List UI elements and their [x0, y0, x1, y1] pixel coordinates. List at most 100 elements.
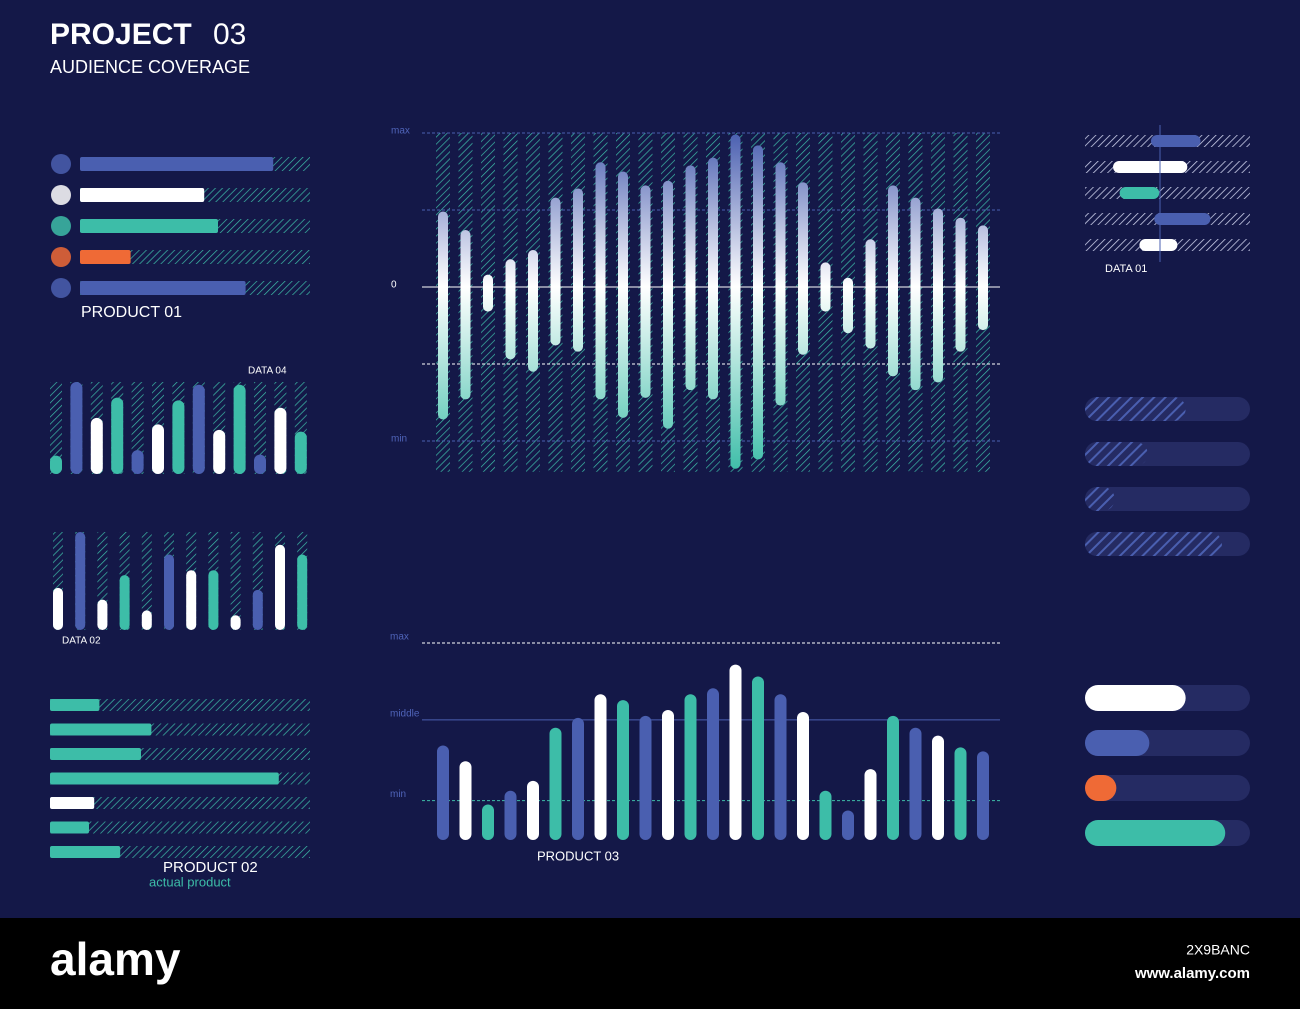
bar — [752, 676, 764, 840]
bar-track — [53, 532, 63, 630]
bar-icon — [51, 216, 71, 236]
bar — [252, 589, 263, 630]
bar — [119, 575, 130, 630]
footer-url: www.alamy.com — [1134, 965, 1250, 982]
bar — [933, 208, 943, 383]
bar — [254, 454, 266, 474]
bar — [90, 417, 103, 474]
bar — [233, 384, 246, 474]
bar — [213, 429, 226, 474]
bar — [954, 747, 967, 840]
bar — [662, 709, 674, 840]
bar — [639, 715, 652, 840]
bar-icon — [51, 185, 71, 205]
footer-id: 2X9BANC — [1186, 942, 1250, 958]
bar — [820, 262, 831, 312]
bar — [50, 846, 121, 858]
bar — [955, 217, 966, 352]
bar — [572, 717, 584, 840]
bar — [684, 694, 697, 840]
bar — [80, 250, 131, 264]
bar — [550, 197, 561, 346]
bar-icon — [51, 247, 71, 267]
bar-icon — [51, 154, 71, 174]
chart-title: DATA 02 — [62, 636, 101, 647]
bar — [1139, 239, 1178, 251]
bar — [80, 219, 218, 233]
bar-track — [252, 532, 263, 630]
bar — [730, 134, 741, 469]
bar-track — [141, 532, 152, 630]
bar — [909, 727, 922, 840]
chart-title: PRODUCT 02 — [163, 859, 258, 876]
y-tick-label: max — [391, 126, 410, 137]
bar — [186, 570, 197, 630]
bar — [549, 727, 562, 840]
bar — [527, 780, 539, 840]
bar — [131, 450, 144, 474]
bar-track — [1085, 775, 1250, 801]
bar — [1085, 775, 1117, 801]
y-tick-label: 0 — [391, 280, 397, 291]
bar-track — [50, 797, 310, 809]
bar — [1085, 730, 1150, 756]
bar — [438, 211, 448, 420]
bar — [977, 751, 989, 840]
bar — [663, 180, 673, 429]
bar — [887, 715, 899, 840]
bar — [978, 225, 988, 331]
bar — [80, 281, 246, 295]
chart-title: PRODUCT 03 — [537, 848, 619, 863]
bar — [864, 769, 877, 840]
bar-track — [254, 382, 266, 474]
bar — [798, 182, 808, 355]
bar — [141, 610, 152, 630]
bar — [774, 694, 787, 840]
bar — [504, 790, 517, 840]
bar — [819, 790, 832, 840]
bar — [50, 455, 62, 474]
bar — [1085, 532, 1222, 556]
bar — [482, 804, 494, 840]
bar — [594, 694, 607, 840]
y-tick-label: max — [390, 632, 409, 643]
bar — [75, 532, 86, 630]
chart-title: DATA 01 — [1105, 263, 1147, 275]
bar — [1085, 397, 1186, 421]
bar — [230, 615, 241, 630]
bar — [164, 554, 174, 630]
bar — [618, 171, 628, 418]
bar — [53, 587, 63, 630]
bar — [460, 230, 471, 400]
bar — [797, 711, 809, 840]
bar — [932, 735, 944, 840]
bar — [50, 821, 89, 834]
bar — [1113, 161, 1188, 173]
bar — [1085, 820, 1226, 846]
bar — [505, 259, 516, 360]
subtitle: AUDIENCE COVERAGE — [50, 57, 250, 77]
bar-track — [1085, 487, 1250, 511]
bar — [775, 162, 786, 406]
bar — [842, 810, 854, 840]
bar — [617, 700, 629, 840]
bar — [1085, 442, 1148, 466]
bar — [70, 382, 83, 474]
y-tick-label: min — [390, 789, 406, 800]
bar — [888, 185, 898, 377]
bar — [50, 797, 95, 809]
bar — [1085, 487, 1115, 511]
bar — [152, 424, 164, 474]
bar — [843, 277, 853, 334]
bar — [50, 748, 141, 760]
title-number: 03 — [213, 18, 246, 51]
chart-title: DATA 04 — [248, 366, 287, 377]
bar — [208, 570, 219, 630]
bar — [50, 723, 152, 736]
bar — [437, 745, 449, 840]
bar — [172, 400, 185, 474]
chart-subtitle: actual product — [149, 874, 231, 889]
bar-track — [230, 532, 241, 630]
bar-track — [50, 382, 62, 474]
bar — [80, 188, 205, 202]
